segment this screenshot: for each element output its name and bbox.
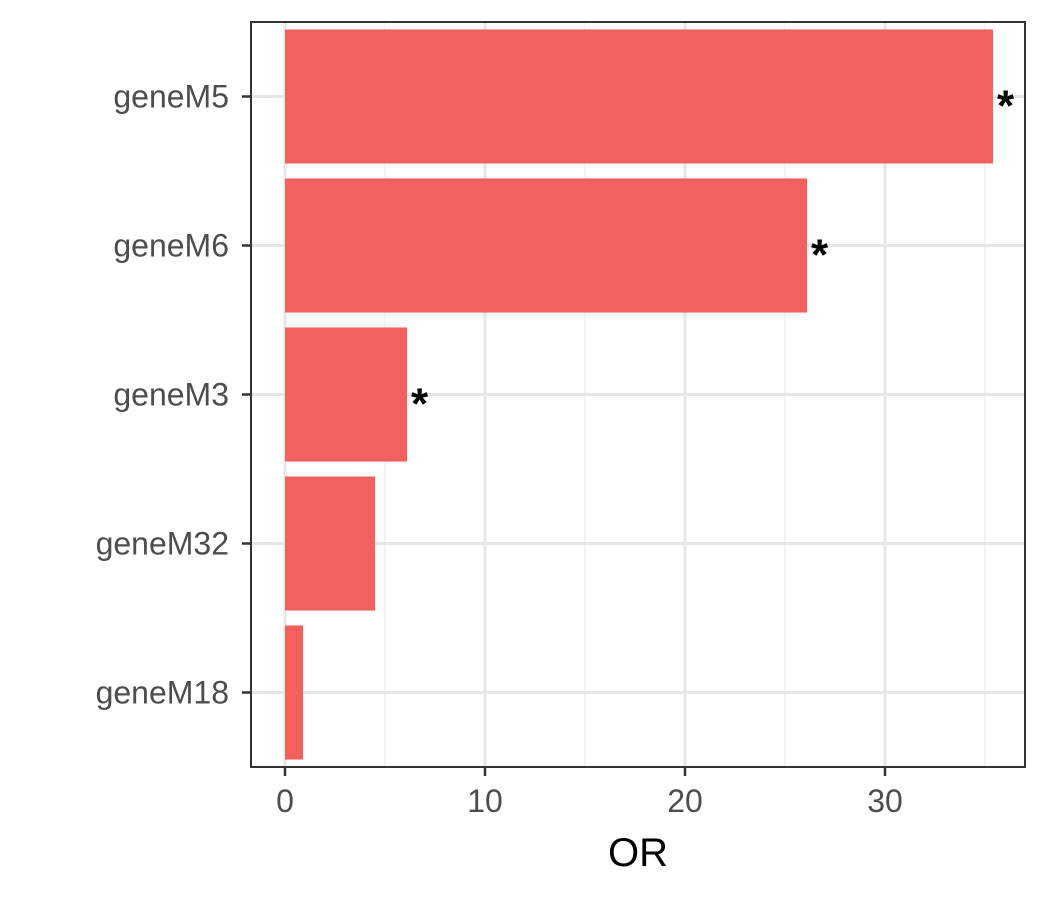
y-tick-label-geneM32: geneM32 xyxy=(96,526,229,562)
bar-geneM6 xyxy=(285,178,807,313)
significance-label-geneM6: * xyxy=(811,231,829,280)
significance-labels: * * * xyxy=(411,82,1015,429)
y-tick-label-geneM6: geneM6 xyxy=(113,228,229,264)
x-axis-title: OR xyxy=(608,831,668,875)
x-tick-label: 10 xyxy=(467,783,503,819)
x-tick-label: 20 xyxy=(667,783,703,819)
axes-layer: 0 10 20 30 geneM5 geneM6 geneM3 geneM32 geneM18 xyxy=(96,79,903,820)
x-tick-label: 0 xyxy=(276,783,294,819)
bars-layer xyxy=(285,29,993,760)
bar-geneM32 xyxy=(285,476,375,611)
x-tick-label: 30 xyxy=(867,783,903,819)
bar-geneM3 xyxy=(285,327,407,462)
y-tick-label-geneM5: geneM5 xyxy=(113,79,229,115)
significance-label-geneM5: * xyxy=(997,82,1015,131)
y-tick-label-geneM18: geneM18 xyxy=(96,675,229,711)
significance-label-geneM3: * xyxy=(411,380,429,429)
bar-geneM5 xyxy=(285,29,993,164)
bar-geneM18 xyxy=(285,625,303,760)
y-tick-label-geneM3: geneM3 xyxy=(113,377,229,413)
